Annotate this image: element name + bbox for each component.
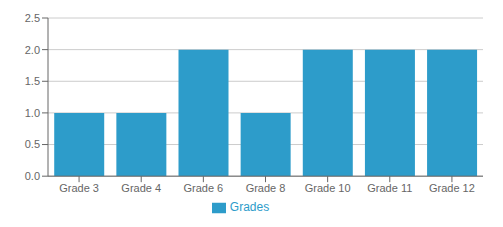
svg-text:0.5: 0.5 bbox=[25, 138, 40, 150]
svg-text:Grade 4: Grade 4 bbox=[121, 182, 161, 194]
svg-text:Grade 8: Grade 8 bbox=[246, 182, 286, 194]
svg-text:Grade 3: Grade 3 bbox=[59, 182, 99, 194]
svg-text:1.0: 1.0 bbox=[25, 107, 40, 119]
svg-text:1.5: 1.5 bbox=[25, 75, 40, 87]
svg-text:0.0: 0.0 bbox=[25, 170, 40, 182]
html-text:Grades: Grades bbox=[229, 200, 270, 215]
svg-text:Grade 11: Grade 11 bbox=[367, 182, 412, 194]
svg-text:2.5: 2.5 bbox=[25, 12, 40, 24]
svg-text:2.0: 2.0 bbox=[25, 44, 40, 56]
svg-text:Grade 12: Grade 12 bbox=[429, 182, 475, 194]
svg-text:Grade 6: Grade 6 bbox=[183, 182, 223, 194]
svg-text:Grade 10: Grade 10 bbox=[305, 182, 351, 194]
